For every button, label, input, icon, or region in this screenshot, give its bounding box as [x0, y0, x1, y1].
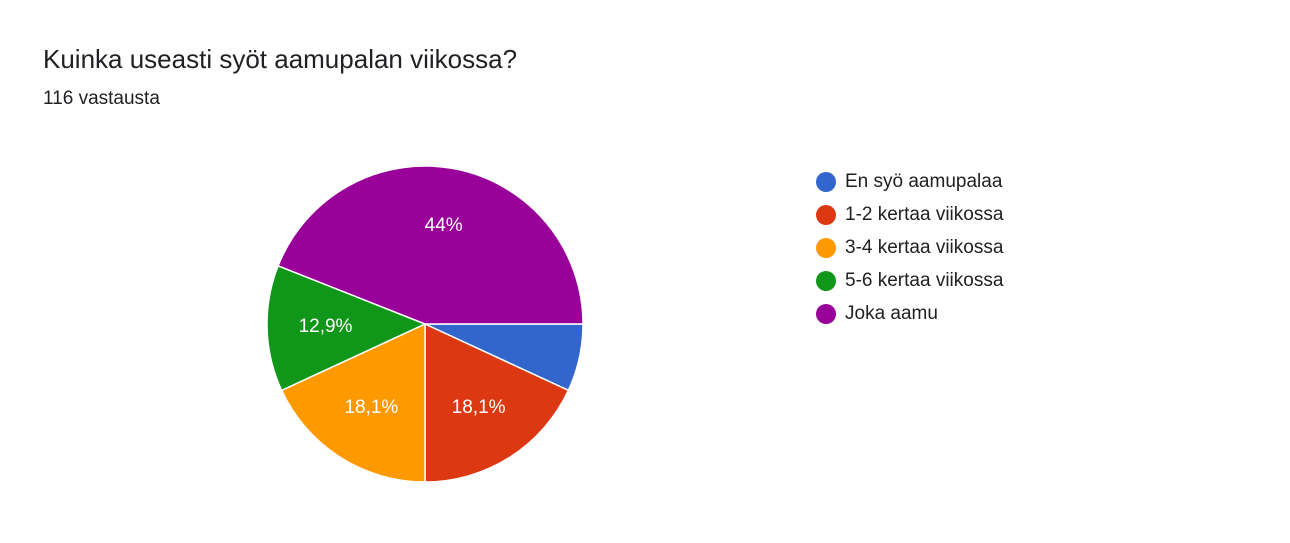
slice-label-1-2-kertaa-viikossa: 18,1% — [452, 397, 506, 418]
legend-item-en-syö-aamupalaa[interactable]: En syö aamupalaa — [816, 165, 1003, 198]
legend-label: Joka aamu — [845, 302, 938, 324]
legend-item-3-4-kertaa-viikossa[interactable]: 3-4 kertaa viikossa — [816, 231, 1003, 264]
legend-item-joka-aamu[interactable]: Joka aamu — [816, 297, 1003, 330]
legend-swatch — [816, 171, 836, 192]
response-count: 116 vastausta — [43, 88, 160, 109]
legend-label: 1-2 kertaa viikossa — [845, 203, 1004, 225]
pie-slice-5-6-kertaa-viikossa[interactable] — [266, 264, 427, 392]
legend-swatch — [816, 204, 836, 225]
legend-label: En syö aamupalaa — [845, 170, 1003, 192]
slice-label-5-6-kertaa-viikossa: 12,9% — [299, 316, 353, 337]
chart-legend: En syö aamupalaa 1-2 kertaa viikossa 3-4 k… — [816, 165, 1003, 330]
pie-slice-joka-aamu[interactable] — [277, 165, 584, 325]
legend-item-1-2-kertaa-viikossa[interactable]: 1-2 kertaa viikossa — [816, 198, 1003, 231]
chart-title: Kuinka useasti syöt aamupalan viikossa? — [43, 44, 518, 74]
legend-swatch — [816, 303, 836, 324]
slice-label-3-4-kertaa-viikossa: 18,1% — [344, 397, 398, 418]
pie-slice-1-2-kertaa-viikossa[interactable] — [424, 322, 570, 483]
slice-label-joka-aamu: 44% — [425, 215, 463, 236]
legend-swatch — [816, 237, 836, 258]
legend-label: 3-4 kertaa viikossa — [845, 236, 1004, 258]
legend-item-5-6-kertaa-viikossa[interactable]: 5-6 kertaa viikossa — [816, 264, 1003, 297]
pie-slice-3-4-kertaa-viikossa[interactable] — [280, 322, 426, 483]
legend-swatch — [816, 270, 836, 291]
legend-label: 5-6 kertaa viikossa — [845, 269, 1004, 291]
